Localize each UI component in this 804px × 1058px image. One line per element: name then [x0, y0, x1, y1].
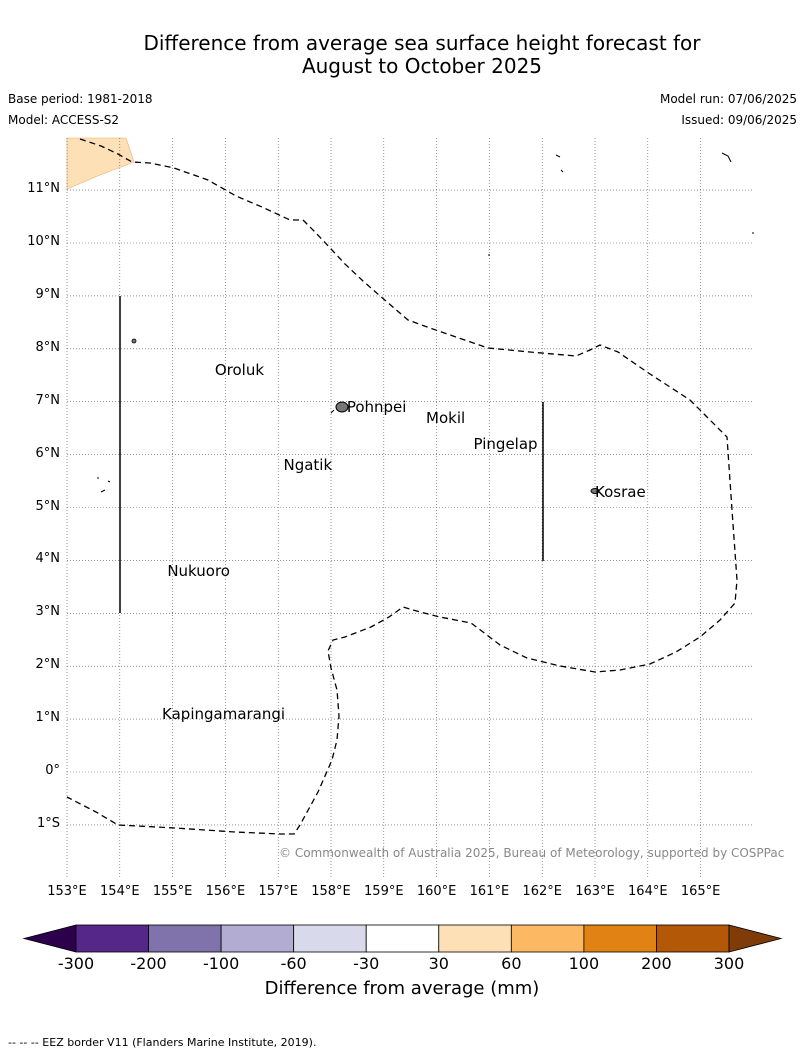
colorbar-segment [220, 924, 295, 953]
lon-label: 160°E [416, 884, 457, 899]
place-label-oroluk: Oroluk [214, 360, 265, 379]
colorbar-tick-label: 60 [501, 954, 522, 973]
lon-label: 154°E [100, 884, 140, 899]
colorbar-tick-label: -100 [202, 954, 240, 973]
lat-label: 2°N [35, 657, 61, 673]
lon-label: 164°E [628, 884, 668, 899]
islet-4 [721, 152, 732, 163]
lat-label: 6°N [35, 445, 61, 461]
colorbar-segment [148, 924, 222, 953]
colorbar-tick-label: -30 [353, 954, 380, 973]
lon-label: 165°E [680, 884, 721, 899]
pohnpei-island [335, 401, 349, 413]
lon-label: 159°E [364, 884, 404, 899]
lon-label: 156°E [205, 884, 246, 899]
lon-label: 155°E [152, 884, 193, 899]
base-period-text: Base period: 1981-2018 [8, 92, 153, 106]
eez-border [66, 138, 738, 835]
colorbar-tick-label: 100 [568, 954, 600, 973]
copyright-text: © Commonwealth of Australia 2025, Bureau… [279, 846, 785, 860]
place-label-kosrae: Kosrae [595, 482, 646, 501]
lon-label: 158°E [311, 884, 351, 899]
colorbar-over-arrow [728, 924, 783, 953]
lat-label: 3°N [35, 604, 61, 620]
lat-label: 4°N [35, 551, 61, 567]
place-label-pingelap: Pingelap [473, 435, 538, 454]
place-label-ngatik: Ngatik [283, 456, 333, 475]
model-text: Model: ACCESS-S2 [8, 113, 120, 127]
lon-label: 162°E [522, 884, 562, 899]
colorbar-tick-label: 300 [713, 954, 745, 973]
lat-label: 10°N [27, 234, 60, 249]
colorbar-under-arrow [22, 924, 77, 953]
colorbar-segment [75, 924, 149, 953]
colorbar-segment [438, 924, 512, 953]
title-line-2: August to October 2025 [301, 54, 543, 78]
title-line-1: Difference from average sea surface heig… [143, 31, 701, 55]
lat-label: 8°N [35, 339, 61, 355]
lat-label: 1°N [35, 710, 61, 726]
colorbar-tick-label: -60 [280, 954, 307, 973]
model-run-text: Model run: 07/06/2025 [659, 92, 797, 106]
colorbar-segment [510, 924, 585, 953]
lon-label: 161°E [469, 884, 510, 899]
colorbar-segment [293, 924, 367, 953]
colorbar-tick-label: 200 [641, 954, 672, 973]
lon-label: 157°E [258, 884, 298, 899]
lat-label: 5°N [35, 498, 61, 514]
colorbar-tick-label: -200 [130, 954, 167, 973]
place-label-mokil: Mokil [426, 408, 466, 427]
lat-label: 0° [45, 763, 60, 778]
colorbar-tick-label: 30 [428, 954, 449, 973]
colorbar-title: Difference from average (mm) [264, 978, 540, 999]
lat-label: 9°N [35, 286, 61, 302]
lon-label: 153°E [47, 884, 87, 899]
islet-3 [555, 154, 564, 173]
place-label-kapingamarangi: Kapingamarangi [162, 704, 286, 723]
colorbar-segment [583, 924, 657, 953]
lon-label: 163°E [575, 884, 615, 899]
islet-6 [330, 409, 335, 414]
colorbar [22, 924, 783, 953]
issued-text: Issued: 09/06/2025 [681, 113, 797, 127]
colorbar-segment [656, 924, 730, 953]
place-label-pohnpei: Pohnpei [346, 397, 407, 416]
colorbar-segment [365, 924, 440, 953]
islet-1 [131, 338, 137, 344]
lat-label: 1°S [36, 815, 60, 831]
lat-label: 7°N [35, 392, 61, 408]
kosrae-island [590, 488, 600, 494]
eez-legend-note: -- -- -- EEZ border V11 (Flanders Marine… [8, 1036, 317, 1049]
place-label-nukuoro: Nukuoro [167, 561, 230, 580]
map-title: Difference from average sea surface heig… [0, 32, 804, 78]
islet-5 [97, 477, 111, 493]
colorbar-tick-label: -300 [57, 954, 95, 973]
graticule [66, 138, 754, 878]
lat-label: 11°N [27, 181, 60, 197]
